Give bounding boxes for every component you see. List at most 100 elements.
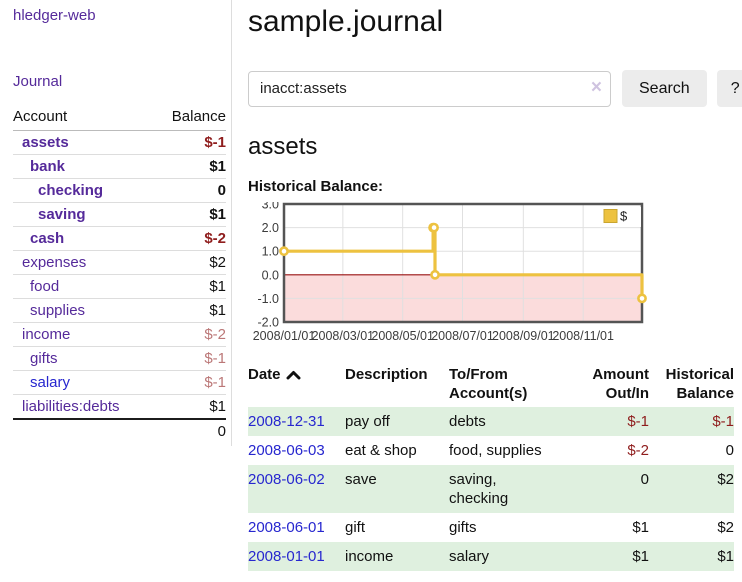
svg-text:3.0: 3.0 — [262, 202, 279, 212]
account-row: food $1 — [13, 274, 226, 299]
brand-link[interactable]: hledger-web — [13, 7, 96, 24]
transaction-date-link[interactable]: 2008-06-02 — [248, 471, 325, 488]
account-column-header: Account — [13, 104, 155, 131]
register-column-header[interactable]: Date — [248, 363, 345, 407]
transaction-description: income — [345, 548, 394, 565]
sidebar-account-link[interactable]: liabilities:debts — [22, 398, 120, 415]
svg-text:2008/11/01: 2008/11/01 — [552, 329, 614, 343]
sidebar-account-link[interactable]: assets — [22, 134, 69, 151]
help-button[interactable]: ? — [716, 70, 742, 107]
register-column-header: Historical Balance — [665, 366, 734, 402]
search-button[interactable]: Search — [622, 70, 707, 107]
transaction-date-link[interactable]: 2008-12-31 — [248, 413, 325, 430]
transaction-description: gift — [345, 519, 366, 536]
account-row: cash $-2 — [13, 226, 226, 251]
account-balance: $1 — [209, 398, 226, 415]
account-balance: $1 — [209, 302, 226, 319]
account-balance: 0 — [217, 182, 226, 199]
svg-text:0.0: 0.0 — [262, 268, 279, 282]
sidebar-account-link[interactable]: salary — [30, 374, 71, 391]
transaction-amount: $-1 — [627, 413, 649, 430]
account-heading: assets — [248, 133, 318, 160]
account-row: salary $-1 — [13, 370, 226, 395]
accounts-total-row: 0 — [13, 418, 226, 446]
transaction-balance: 0 — [725, 442, 734, 459]
svg-text:2008/05/01: 2008/05/01 — [371, 329, 434, 343]
svg-text:-2.0: -2.0 — [257, 316, 279, 330]
sidebar: hledger-web Journal Account Balance asse… — [0, 0, 232, 446]
search-input[interactable] — [248, 70, 611, 107]
sort-ascending-icon — [286, 371, 301, 380]
transaction-balance: $2 — [717, 519, 734, 536]
svg-text:2008/01/01: 2008/01/01 — [253, 329, 316, 343]
transaction-date-link[interactable]: 2008-01-01 — [248, 548, 325, 565]
transaction-amount: 0 — [640, 471, 649, 488]
svg-text:2008/03/01: 2008/03/01 — [312, 329, 375, 343]
account-balance: $-1 — [204, 350, 226, 367]
account-balance: $-2 — [204, 230, 226, 247]
transaction-description: pay off — [345, 413, 390, 430]
transaction-balance: $2 — [717, 471, 734, 488]
register-table: Date Description To/From Account(s) Amount … — [248, 363, 734, 571]
chart-title: Historical Balance: — [248, 178, 384, 195]
sidebar-account-link[interactable]: checking — [38, 182, 104, 199]
transaction-amount: $1 — [632, 519, 649, 536]
historical-balance-chart: 3.0 2.0 1.0 0.0 -1.0 -2.0 2008/01/01 2008/03/01… — [248, 202, 742, 348]
transaction-row: 2008-06-02 save saving, checking 0 $2 — [248, 465, 734, 513]
main-content: sample.journal × Search ? assets Histori… — [232, 0, 742, 571]
transaction-balance: $-1 — [712, 413, 734, 430]
svg-text:2008/09/01: 2008/09/01 — [492, 329, 555, 343]
accounts-balance-table: Account Balance assets $-1 bank $1 checking 0… — [13, 104, 226, 446]
transaction-row: 2008-06-03 eat & shop food, supplies $-2 0 — [248, 436, 734, 465]
account-balance: $-2 — [204, 326, 226, 343]
account-balance: $1 — [209, 206, 226, 223]
transaction-amount: $1 — [632, 548, 649, 565]
sidebar-account-link[interactable]: food — [30, 278, 60, 295]
svg-text:-1.0: -1.0 — [257, 292, 279, 306]
register-table-header: Date Description To/From Account(s) Amount … — [248, 363, 734, 407]
sidebar-account-link[interactable]: saving — [38, 206, 86, 223]
transaction-accounts: saving, checking — [449, 471, 509, 507]
register-column-header: To/From Account(s) — [449, 366, 528, 402]
transaction-accounts: food, supplies — [449, 442, 542, 459]
account-row: gifts $-1 — [13, 346, 226, 371]
transaction-accounts: salary — [449, 548, 490, 565]
account-balance: $2 — [209, 254, 226, 271]
account-row: supplies $1 — [13, 298, 226, 323]
register-column-header: Amount Out/In — [592, 366, 649, 402]
register-column-header: Description — [345, 366, 428, 383]
account-balance: $1 — [209, 158, 226, 175]
sidebar-account-link[interactable]: bank — [30, 158, 66, 175]
clear-search-icon[interactable]: × — [590, 76, 602, 98]
transaction-description: eat & shop — [345, 442, 417, 459]
svg-text:1.0: 1.0 — [262, 245, 279, 259]
transaction-accounts: gifts — [449, 519, 477, 536]
transaction-description: save — [345, 471, 377, 488]
account-row: saving $1 — [13, 202, 226, 227]
account-row: bank $1 — [13, 154, 226, 179]
account-balance: $-1 — [204, 134, 226, 151]
svg-text:2.0: 2.0 — [262, 221, 279, 235]
account-row: checking 0 — [13, 178, 226, 203]
sidebar-account-link[interactable]: cash — [30, 230, 65, 247]
sidebar-account-link[interactable]: income — [22, 326, 71, 343]
page-title: sample.journal — [248, 5, 444, 38]
sidebar-account-link[interactable]: expenses — [22, 254, 87, 271]
sidebar-item-journal[interactable]: Journal — [13, 73, 63, 90]
sidebar-account-link[interactable]: supplies — [30, 302, 86, 319]
transaction-row: 2008-12-31 pay off debts $-1 $-1 — [248, 407, 734, 436]
balance-column-header: Balance — [154, 104, 226, 131]
sidebar-account-link[interactable]: gifts — [30, 350, 58, 367]
svg-text:2008/07/01: 2008/07/01 — [431, 329, 494, 343]
accounts-table-header: Account Balance — [13, 104, 226, 131]
transaction-date-link[interactable]: 2008-06-01 — [248, 519, 325, 536]
transaction-accounts: debts — [449, 413, 486, 430]
account-row: expenses $2 — [13, 250, 226, 275]
account-row: income $-2 — [13, 322, 226, 347]
accounts-total-value: 0 — [154, 418, 226, 446]
transaction-balance: $1 — [717, 548, 734, 565]
transaction-date-link[interactable]: 2008-06-03 — [248, 442, 325, 459]
svg-text:$: $ — [620, 209, 628, 224]
account-balance: $-1 — [204, 374, 226, 391]
